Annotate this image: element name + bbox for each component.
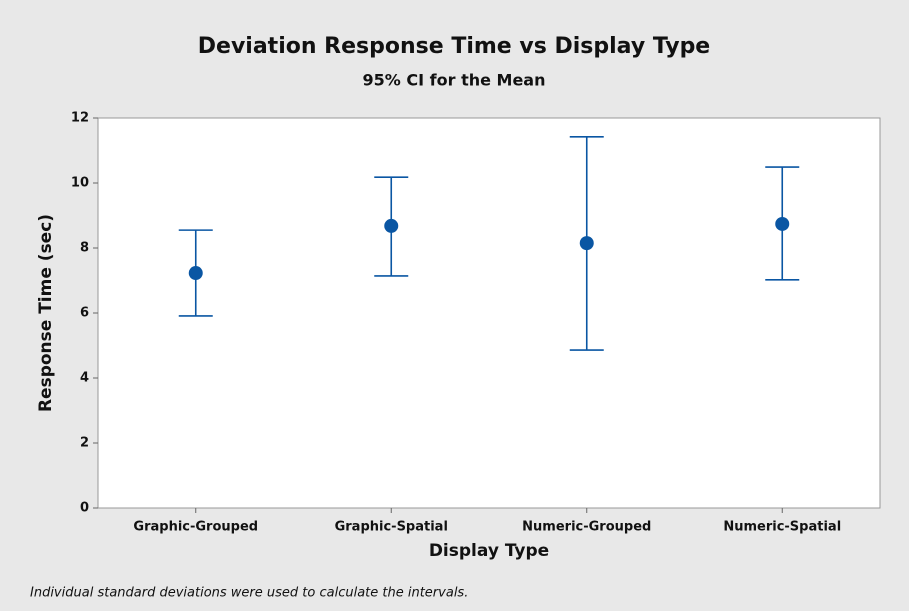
y-tick-label: 0 [80,501,89,516]
plot-area [97,117,881,509]
mean-point [775,216,790,231]
y-tick-label: 4 [80,371,89,386]
y-tick-label: 8 [80,241,89,256]
y-axis-label: Response Time (sec) [36,214,56,412]
x-axis-label: Display Type [429,541,549,561]
x-tick-label: Graphic-Grouped [133,520,258,535]
x-tick-label: Graphic-Spatial [335,520,448,535]
y-tick-label: 2 [80,436,89,451]
mean-point [188,266,203,281]
chart-subtitle: 95% CI for the Mean [363,71,546,90]
chart-title: Deviation Response Time vs Display Type [198,34,710,59]
y-tick-label: 12 [71,111,89,126]
mean-point [384,218,399,233]
y-tick-label: 10 [71,176,89,191]
footnote: Individual standard deviations were used… [30,586,468,601]
mean-point [579,236,594,251]
x-tick-label: Numeric-Grouped [522,520,651,535]
y-tick-label: 6 [80,306,89,321]
x-tick-label: Numeric-Spatial [723,520,841,535]
